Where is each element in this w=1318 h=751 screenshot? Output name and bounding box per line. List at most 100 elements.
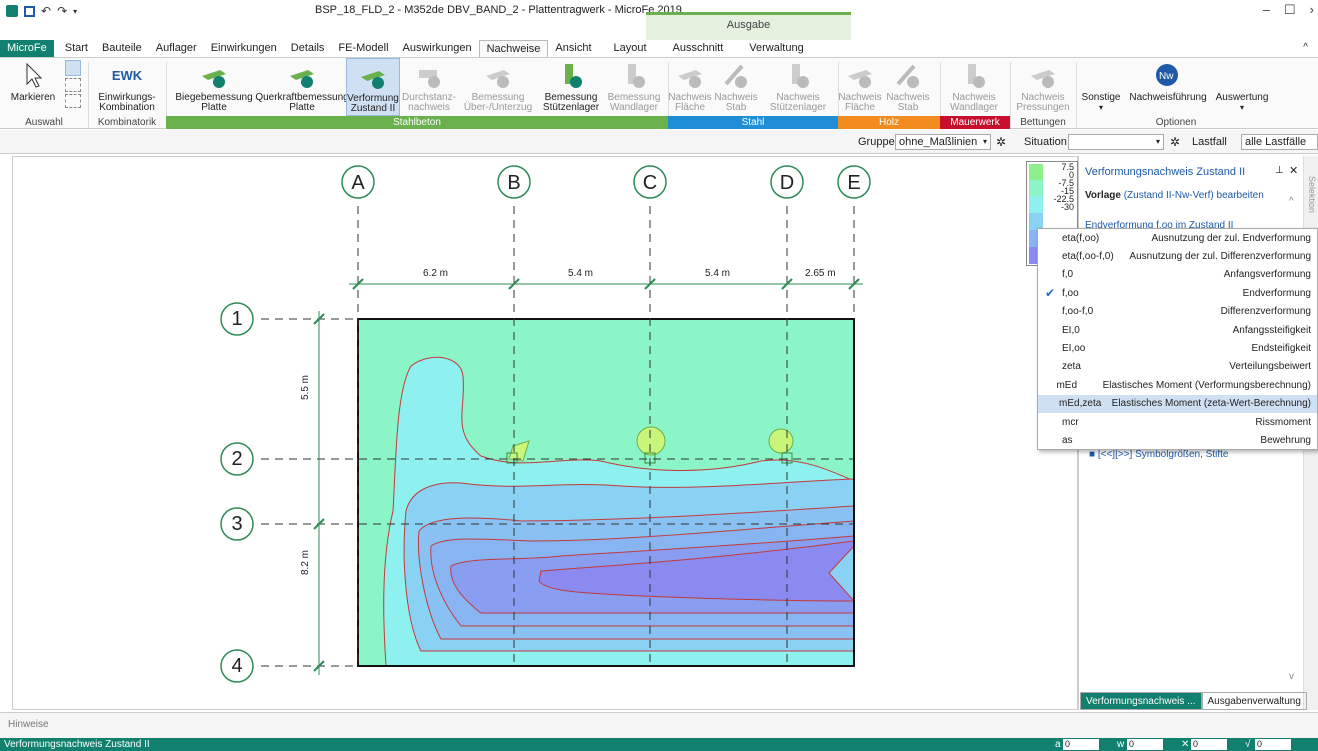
tab-verwaltung[interactable]: Verwaltung: [749, 42, 804, 54]
tab-auswirkungen[interactable]: Auswirkungen: [402, 42, 472, 54]
status-field-w: 0: [1127, 739, 1163, 750]
panel-title: Verformungsnachweis Zustand II: [1085, 166, 1246, 178]
tab-verformungsnachweis[interactable]: Verformungsnachweis ...: [1080, 692, 1202, 710]
group-stahlbeton: Stahlbeton: [166, 116, 668, 129]
dropdown-item-med[interactable]: mEd Elastisches Moment (Verformungsberech…: [1056, 379, 1311, 391]
hinweise-bar: Hinweise: [0, 712, 1318, 738]
tab-bauteile[interactable]: Bauteile: [101, 42, 142, 54]
gruppe-select[interactable]: ohne_Maßlinien ▾: [895, 134, 991, 150]
dropdown-item-med-zeta[interactable]: mEd,zeta Elastisches Moment (zeta-Wert-Be…: [1038, 394, 1317, 413]
pin-icon[interactable]: ⊥: [1275, 165, 1284, 176]
holz-nachweis-flaeche-button[interactable]: Nachweis Fläche: [838, 58, 882, 116]
stahl-nachweis-flaeche-button[interactable]: Nachweis Fläche: [668, 58, 712, 116]
nachweis-pressungen-button[interactable]: Nachweis Pressungen: [1014, 58, 1072, 116]
ribbon: Markieren EWK Einwirkungs- Kombination B…: [0, 57, 1318, 129]
status-field-v: 0: [1255, 739, 1291, 750]
tab-ausgabenverwaltung[interactable]: Ausgabenverwaltung: [1201, 692, 1307, 710]
verformung-zustand-ii-button[interactable]: Verformung Zustand II: [346, 58, 400, 116]
einwirkungs-kombination-button[interactable]: EWK Einwirkungs- Kombination: [92, 58, 162, 116]
save-icon[interactable]: [24, 5, 35, 17]
hinweise-tab[interactable]: Hinweise: [8, 719, 49, 730]
axis-label-e: E: [847, 172, 861, 194]
tab-nachweise[interactable]: Nachweise: [478, 40, 549, 57]
title-bar: ↶ ↷ ▾ BSP_18_FLD_2 - M352de DBV_BAND_2 -…: [0, 0, 1318, 40]
bemessung-wandlager-button[interactable]: Bemessung Wandlager: [604, 58, 664, 116]
dropdown-item-eioo[interactable]: EI,oo Endsteifigkeit: [1062, 343, 1311, 355]
biegebemessung-platte-button[interactable]: Biegebemessung Platte: [170, 58, 258, 116]
steel-column-icon: [784, 62, 812, 90]
cursor-icon: [19, 62, 47, 90]
axis-label-d: D: [779, 172, 795, 194]
durchstanznachweis-button[interactable]: Durchstanz-nachweis: [401, 58, 457, 116]
close-icon[interactable]: ›: [1309, 2, 1314, 17]
dropdown-item-ei0[interactable]: EI,0 Anfangssteifigkeit: [1062, 324, 1311, 336]
tab-fe-modell[interactable]: FE-Modell: [338, 42, 389, 54]
group-bettungen: Bettungen: [1020, 117, 1066, 128]
timber-bar-icon: [894, 62, 922, 90]
endverformung-link[interactable]: Endverformung f,oo im Zustand II: [1085, 220, 1234, 231]
querkraftbemessung-platte-button[interactable]: Querkraftbemessung Platte: [255, 58, 349, 116]
stahl-nachweis-stuetzenlager-button[interactable]: Nachweis Stützenlager: [764, 58, 832, 116]
dropdown-item-mcr[interactable]: mcr Rissmoment: [1062, 416, 1311, 428]
gruppe-settings-icon[interactable]: ✲: [996, 135, 1007, 149]
select-box-icon[interactable]: [65, 60, 81, 76]
axis-label-3: 3: [231, 513, 243, 535]
dropdown-item-as[interactable]: as Bewehrung: [1062, 434, 1311, 446]
minimize-icon[interactable]: –: [1262, 2, 1270, 17]
mauerwerk-nachweis-wandlager-button[interactable]: Nachweis Wandlager: [942, 58, 1006, 116]
undo-icon[interactable]: ↶: [41, 4, 52, 18]
punching-nw-icon: [415, 62, 443, 90]
maximize-icon[interactable]: ☐: [1284, 2, 1296, 17]
markieren-button[interactable]: Markieren: [8, 58, 58, 116]
axis-label-1: 1: [231, 308, 243, 330]
close-icon[interactable]: ✕: [1289, 165, 1299, 177]
lastfall-select[interactable]: alle Lastfälle: [1241, 134, 1318, 150]
window-title: BSP_18_FLD_2 - M352de DBV_BAND_2 - Platt…: [315, 4, 682, 16]
dropdown-item-zeta[interactable]: zeta Verteilungsbeiwert: [1062, 361, 1311, 373]
checkmark-icon: ✔: [1044, 286, 1056, 301]
lastfall-settings-icon[interactable]: ✲: [1170, 135, 1181, 149]
situation-select[interactable]: ▾: [1068, 134, 1164, 150]
symbol-link[interactable]: ■ [<<][>>] Symbolgrößen, Stifte: [1089, 449, 1229, 460]
tab-ausschnitt[interactable]: Ausschnitt: [672, 42, 724, 54]
bemessung-ueber-unterzug-button[interactable]: Bemessung Über-/Unterzug: [458, 58, 538, 116]
dropdown-item-eta-diff[interactable]: eta(f,oo-f,0) Ausnutzung der zul. Differe…: [1062, 251, 1311, 263]
selection-mode-buttons[interactable]: [62, 58, 84, 116]
collapse-ribbon-icon[interactable]: ^: [1303, 42, 1308, 53]
window-controls: – ☐ ›: [1263, 2, 1314, 18]
dropdown-item-foo[interactable]: ✔ f,oo Endverformung: [1038, 284, 1317, 302]
plate-nw-icon: [200, 62, 228, 90]
nachweisfuehrung-button[interactable]: Nw Nachweisführung: [1124, 58, 1212, 116]
redo-icon[interactable]: ↷: [57, 4, 68, 18]
bemessung-stuetzenlager-button[interactable]: Bemessung Stützenlager: [540, 58, 602, 116]
auswertung-button[interactable]: Auswertung ▾: [1215, 92, 1269, 113]
holz-nachweis-stab-button[interactable]: Nachweis Stab: [880, 58, 936, 116]
result-type-dropdown[interactable]: eta(f,oo) Ausnutzung der zul. Endverformu…: [1037, 228, 1318, 450]
sonstige-button[interactable]: Sonstige ▾: [1081, 92, 1121, 113]
drawing-canvas[interactable]: A B C D E 1 2 3 4 6.2 m 5.4 m 5.4 m 2.65…: [12, 156, 1078, 710]
side-tab-selektion[interactable]: Selektion: [1307, 176, 1317, 214]
tab-start[interactable]: Start: [64, 42, 88, 54]
scroll-down-icon[interactable]: v: [1289, 671, 1294, 682]
select-remove-icon[interactable]: [65, 94, 81, 108]
gruppe-label: Gruppe: [858, 136, 895, 148]
tab-details[interactable]: Details: [290, 42, 325, 54]
dropdown-item-f0[interactable]: f,0 Anfangsverformung: [1062, 269, 1311, 281]
dropdown-item-foo-f0[interactable]: f,oo-f,0 Differenzverformung: [1062, 306, 1311, 318]
axis-label-b: B: [507, 172, 521, 194]
tab-layout[interactable]: Layout: [613, 42, 647, 54]
qat-dropdown-icon[interactable]: ▾: [73, 6, 78, 16]
tab-microfe[interactable]: MicroFe: [0, 40, 54, 57]
app-icon[interactable]: [6, 5, 18, 17]
tab-ansicht[interactable]: Ansicht: [555, 42, 592, 54]
dropdown-item-eta-foo[interactable]: eta(f,oo) Ausnutzung der zul. Endverformu…: [1062, 232, 1311, 244]
select-add-icon[interactable]: [65, 78, 81, 92]
vorlage-link[interactable]: (Zustand II-Nw-Verf): [1123, 190, 1214, 201]
tab-einwirkungen[interactable]: Einwirkungen: [210, 42, 277, 54]
scroll-up-icon[interactable]: ^: [1289, 196, 1294, 207]
tab-auflager[interactable]: Auflager: [155, 42, 197, 54]
stahl-nachweis-stab-button[interactable]: Nachweis Stab: [708, 58, 764, 116]
vorlage-line: Vorlage (Zustand II-Nw-Verf) bearbeiten: [1085, 190, 1264, 201]
panel-bottom-tabs: Verformungsnachweis ... Ausgabenverwaltu…: [1080, 692, 1307, 710]
ribbon-tabs: MicroFe Start Bauteile Auflager Einwirku…: [0, 40, 1318, 57]
